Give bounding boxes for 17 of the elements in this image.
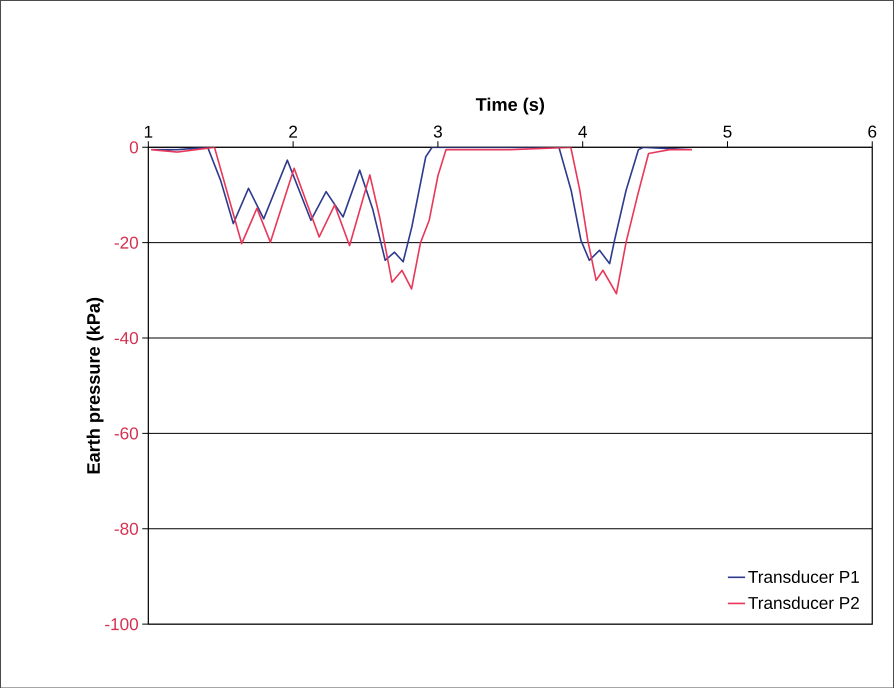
x-tick-label: 5: [723, 125, 732, 138]
y-axis-title: Earth pressure (kPa): [86, 298, 104, 474]
x-tick-label: 6: [868, 125, 876, 138]
x-tick-label: 1: [144, 126, 152, 138]
y-tick-label: 0: [130, 140, 138, 154]
line-series: [150, 147, 693, 294]
x-tick-label: 4: [578, 126, 587, 138]
legend-label: Transducer P1: [748, 570, 859, 583]
x-tick-label: 3: [434, 125, 442, 138]
y-tick-label: -60: [114, 427, 138, 440]
y-tick-label: -40: [114, 332, 138, 344]
y-tick-label: -20: [114, 236, 138, 249]
x-tick-label: 2: [289, 125, 298, 138]
legend-label: Transducer P2: [748, 596, 859, 609]
y-tick-label: -100: [105, 618, 138, 630]
x-axis-title: Time (s): [476, 97, 544, 114]
y-tick-label: -80: [114, 522, 138, 535]
